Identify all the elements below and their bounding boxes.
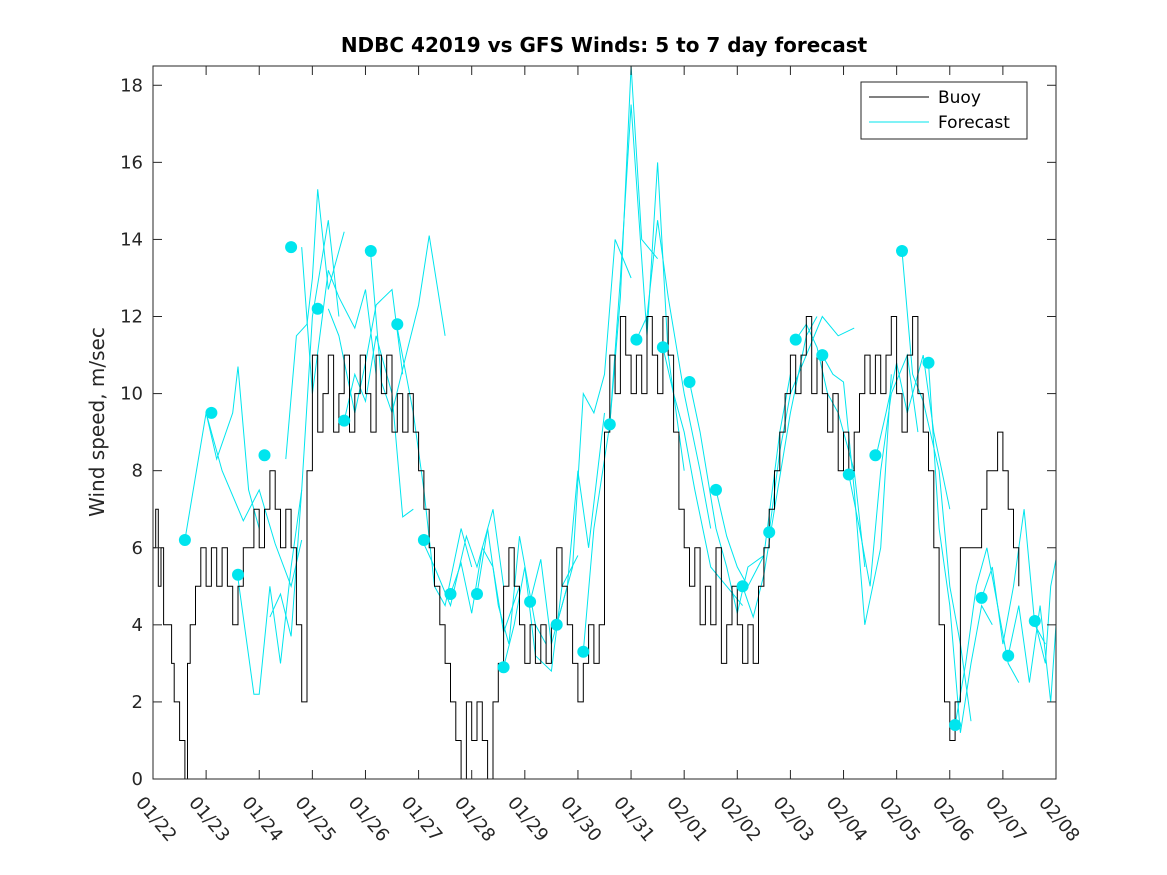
forecast-line-25 [821, 354, 892, 625]
forecast-marker-17 [630, 333, 643, 346]
forecast-marker-32 [1028, 615, 1041, 627]
y-tick-label: 2 [132, 692, 143, 713]
y-tick-label: 12 [120, 307, 143, 328]
forecast-line-4 [285, 189, 345, 460]
forecast-line-32 [1007, 605, 1056, 702]
forecast-marker-11 [471, 588, 483, 600]
forecast-marker-6 [338, 414, 351, 427]
y-axis: 0 2 4 6 8 10 12 14 16 18 [120, 75, 1056, 790]
forecast-marker-8 [391, 318, 404, 331]
forecast-line-15 [556, 239, 632, 625]
forecast-marker-5 [311, 302, 324, 315]
forecast-line-29 [928, 362, 993, 733]
forecast-line-3 [269, 220, 340, 637]
forecast-marker-18 [656, 341, 669, 354]
y-tick-label: 10 [120, 384, 143, 405]
buoy-line [153, 316, 1020, 779]
forecast-marker-15 [577, 645, 590, 658]
y-tick-label: 18 [120, 75, 143, 96]
forecast-marker-3 [258, 449, 271, 462]
forecast-marker-0 [178, 534, 191, 546]
plot-frame [152, 65, 1057, 780]
forecast-line-16 [582, 66, 658, 652]
forecast-line-30 [954, 547, 1020, 726]
forecast-marker-1 [205, 406, 218, 419]
forecast-marker-9 [417, 534, 430, 546]
forecast-marker-27 [896, 245, 908, 257]
forecast-marker-21 [736, 580, 749, 593]
forecast-marker-14 [550, 618, 563, 631]
y-tick-label: 8 [132, 461, 143, 482]
forecast-marker-28 [922, 356, 935, 369]
forecast-marker-2 [232, 568, 244, 581]
forecast-marker-12 [497, 661, 510, 674]
forecast-marker-24 [816, 349, 829, 362]
forecast-marker-22 [763, 526, 776, 539]
forecast-marker-25 [842, 468, 855, 481]
forecast-marker-30 [975, 591, 988, 604]
forecast-marker-4 [285, 241, 298, 254]
y-tick-label: 6 [132, 538, 143, 559]
forecast-marker-26 [869, 449, 882, 462]
forecast-line-1 [205, 412, 303, 589]
y-tick-label: 0 [132, 769, 143, 790]
forecast-marker-13 [524, 595, 537, 608]
chart-title: NDBC 42019 vs GFS Winds: 5 to 7 day fore… [341, 33, 868, 57]
forecast-marker-31 [1002, 649, 1015, 662]
legend-box [860, 81, 1028, 140]
forecast-marker-19 [683, 376, 696, 388]
y-tick-label: 16 [120, 152, 143, 173]
forecast-marker-7 [364, 245, 377, 257]
forecast-marker-20 [710, 483, 722, 496]
legend: Buoy Forecast [860, 81, 1028, 140]
y-tick-label: 14 [120, 229, 143, 250]
forecast-line-2 [237, 489, 303, 695]
forecast-marker-10 [444, 588, 457, 600]
legend-buoy-label: Buoy [938, 88, 981, 108]
y-tick-label: 4 [132, 615, 143, 636]
forecast-marker-16 [603, 418, 616, 431]
forecast-line-20 [689, 381, 765, 614]
legend-forecast-label: Forecast [938, 113, 1010, 133]
forecast-marker-23 [789, 333, 802, 346]
y-axis-label: Wind speed, m/sec [85, 327, 109, 517]
forecast-marker-29 [949, 719, 962, 731]
forecast-line-7 [343, 335, 414, 518]
